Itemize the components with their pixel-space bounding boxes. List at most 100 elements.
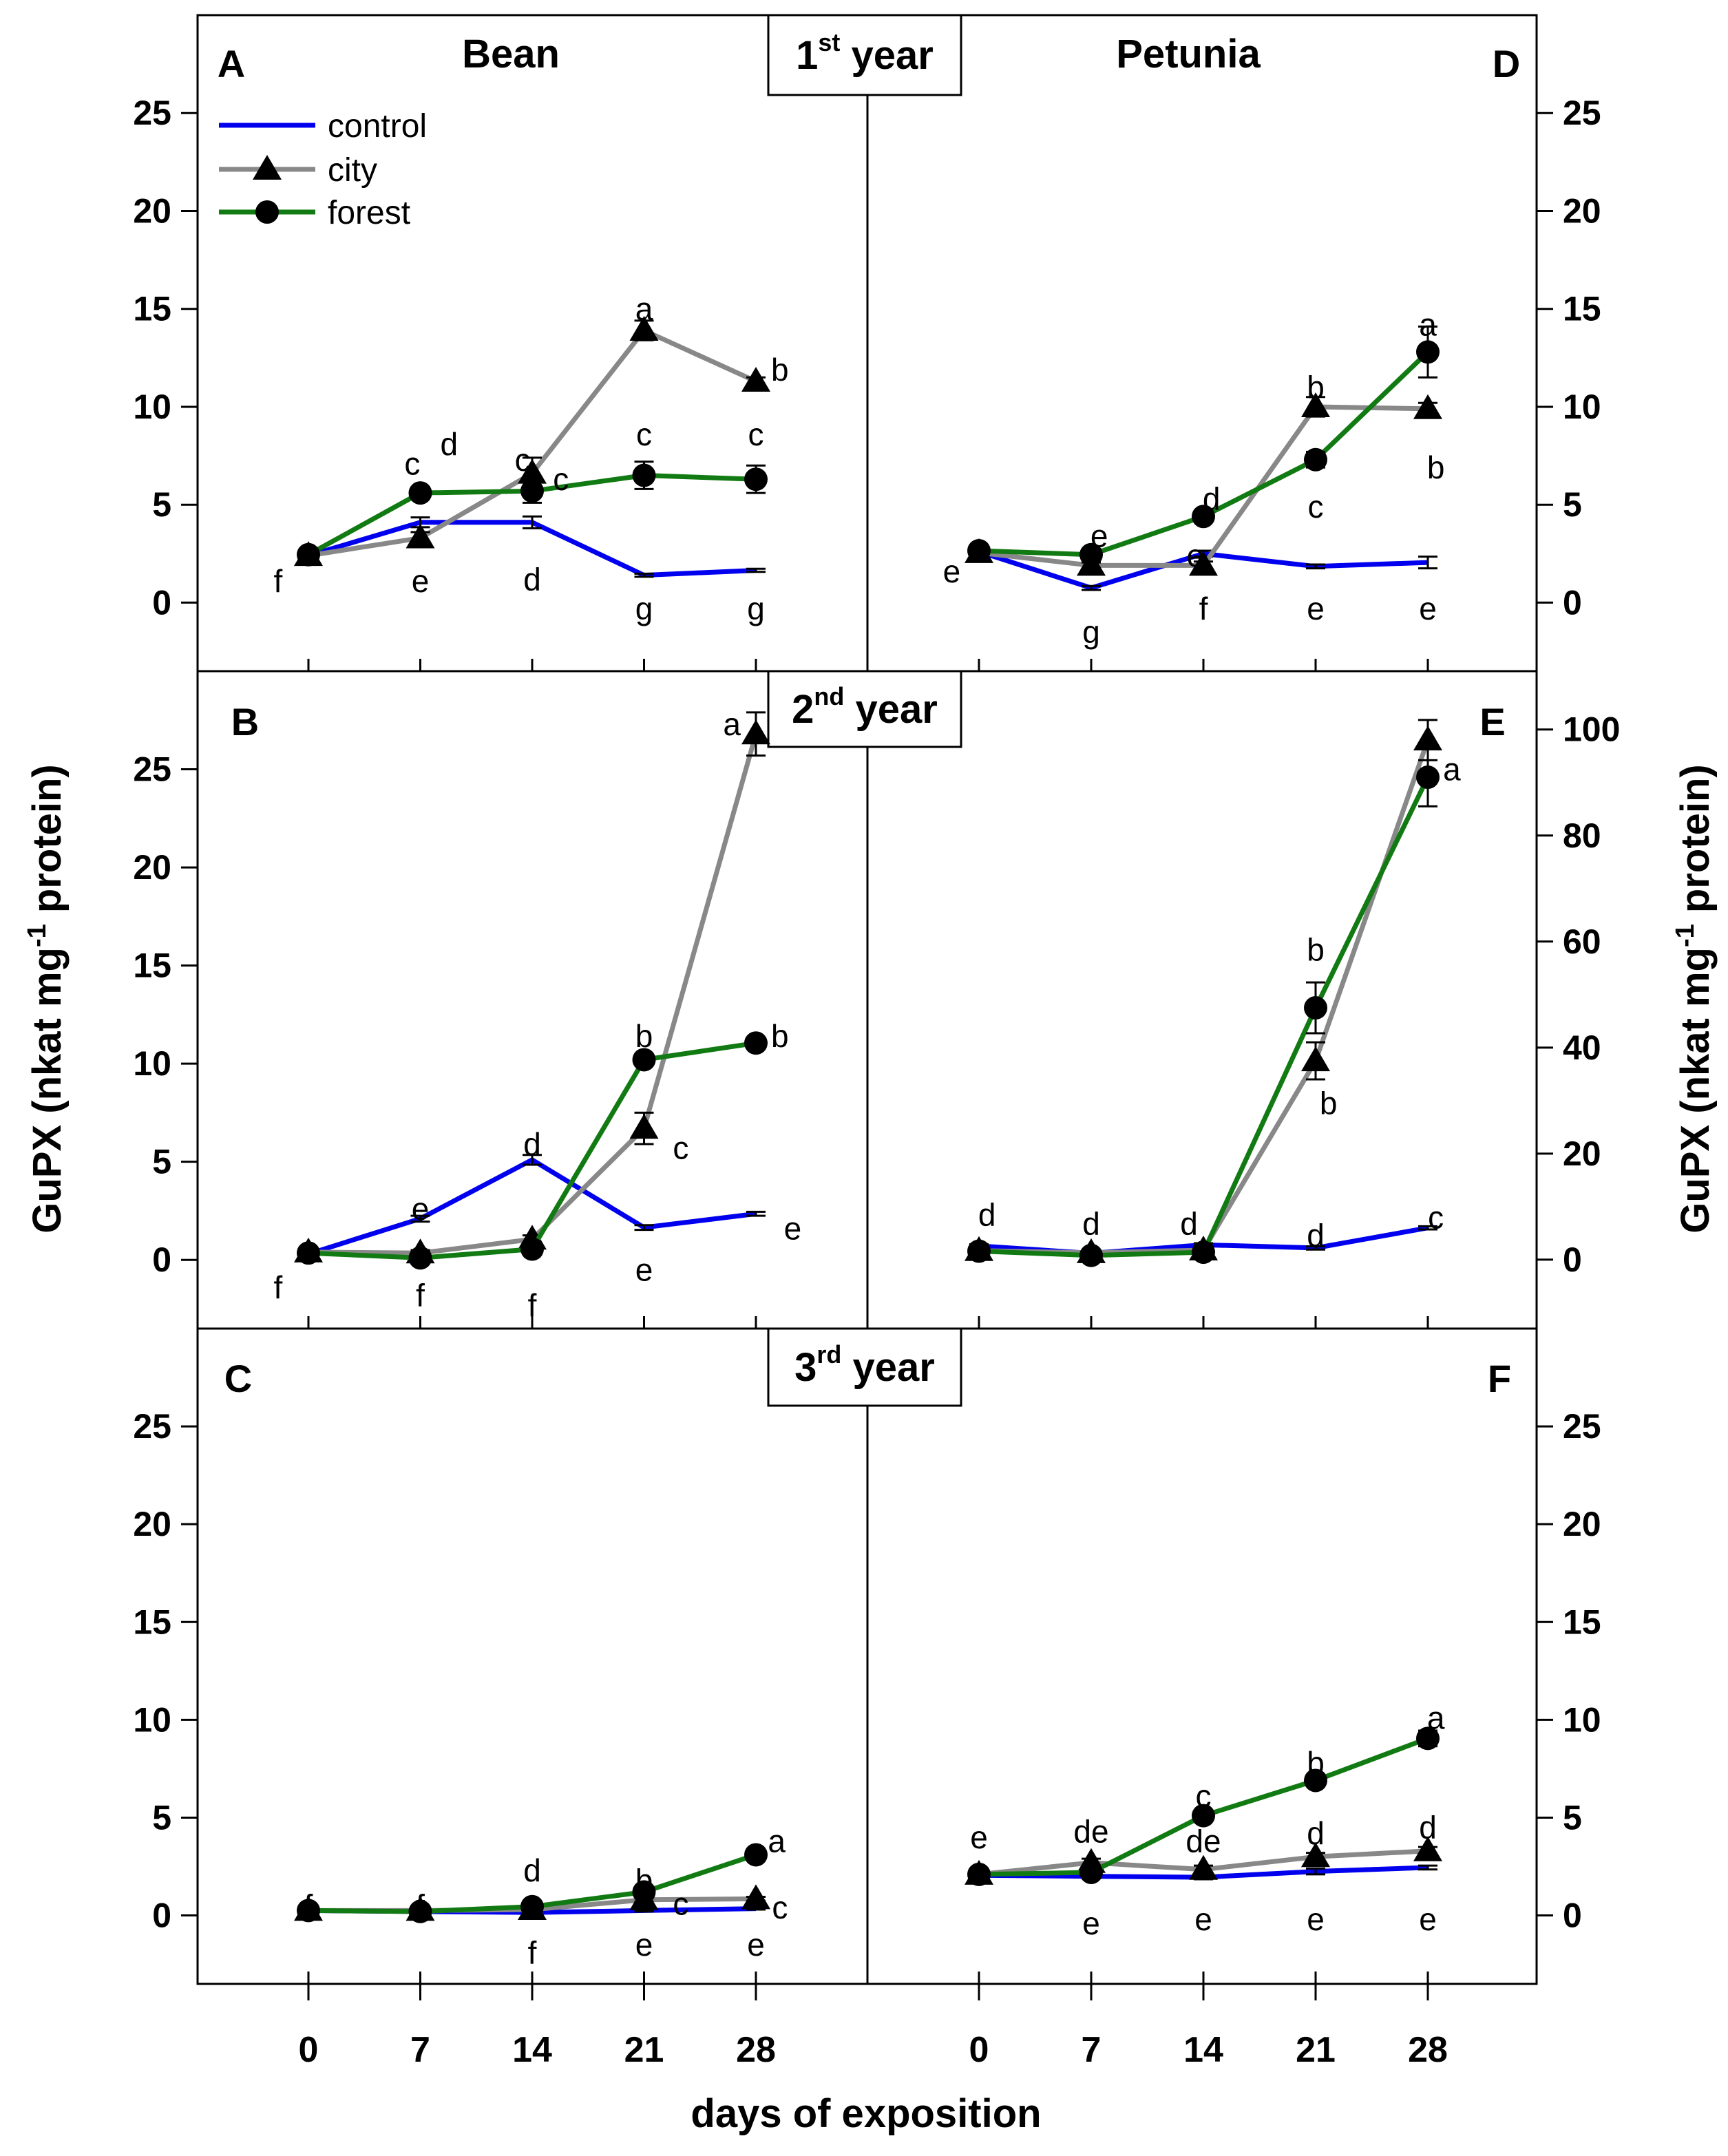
column-title-bean: Bean (462, 32, 560, 76)
y-tick-label: 20 (133, 848, 171, 887)
significance-label: e (1419, 591, 1437, 626)
year-title-box: 1st year (767, 14, 962, 96)
x-tick-label: 14 (1183, 2030, 1223, 2070)
city-marker (1413, 1836, 1442, 1861)
city-marker (629, 316, 659, 341)
significance-label: d (1203, 481, 1221, 517)
city-line (308, 733, 759, 1256)
y-tick-label: 100 (1563, 710, 1620, 749)
significance-label: f (416, 1888, 425, 1923)
significance-label: e (943, 553, 961, 589)
significance-label: e (1307, 1901, 1325, 1937)
y-tick-label: 5 (152, 485, 171, 524)
significance-label: de (1186, 1824, 1221, 1859)
forest-marker (967, 539, 991, 563)
significance-label: e (747, 1927, 765, 1963)
forest-series (967, 1726, 1440, 1886)
year-title: 1st year (796, 28, 934, 78)
panel-letter: A (218, 42, 245, 85)
forest-marker (967, 1239, 991, 1263)
forest-marker (1192, 1240, 1215, 1265)
y-tick-label: 25 (133, 750, 171, 789)
forest-marker (408, 1899, 432, 1923)
significance-label: d (1180, 1206, 1198, 1242)
significance-label: e (1082, 1905, 1100, 1941)
city-marker (253, 155, 282, 180)
year-word: year (840, 33, 933, 78)
y-tick-label: 20 (1563, 191, 1601, 230)
year-word: year (844, 687, 937, 732)
forest-marker (1416, 340, 1440, 364)
y-tick-label: 5 (1563, 485, 1582, 524)
y-tick-label: 15 (133, 1603, 171, 1641)
year-title: 2nd year (792, 682, 938, 732)
significance-label: b (1307, 931, 1325, 967)
y-axis-label-superscript: -1 (1671, 924, 1700, 947)
significance-label: f (274, 1269, 283, 1305)
y-tick-label: 80 (1563, 816, 1601, 855)
forest-line (978, 776, 1431, 1258)
year-word: year (841, 1345, 934, 1390)
forest-marker (1079, 1861, 1103, 1885)
city-series (965, 719, 1442, 1263)
significance-label: a (1443, 751, 1461, 787)
significance-label: b (1307, 370, 1325, 405)
panel-e: 0 20 40 60 80 100 Ed d d d c b b a (965, 700, 1620, 1279)
significance-label: f (1199, 591, 1208, 626)
forest-marker (744, 467, 768, 492)
city-marker (405, 523, 435, 549)
significance-label: c (1308, 489, 1324, 525)
significance-label: b (1307, 1745, 1325, 1781)
y-axis-label-end: protein) (1673, 764, 1718, 924)
x-tick-label: 28 (736, 2030, 776, 2070)
significance-label: d (1307, 1815, 1325, 1851)
significance-label: e (784, 1211, 802, 1247)
significance-label: c (636, 416, 652, 452)
y-tick-label: 5 (1563, 1798, 1582, 1837)
y-tick-label: 10 (1563, 388, 1601, 426)
significance-label: a (768, 1824, 786, 1859)
forest-marker (1416, 1726, 1440, 1751)
significance-label: d (1307, 1217, 1325, 1253)
significance-label: c (1196, 1778, 1212, 1814)
year-number: 3 (794, 1345, 816, 1390)
y-tick-label: 15 (133, 947, 171, 985)
significance-label: f (528, 1935, 537, 1971)
y-tick-label: 15 (133, 290, 171, 328)
x-tick-label: 0 (299, 2030, 319, 2070)
forest-marker (632, 1880, 656, 1904)
forest-marker (632, 463, 656, 487)
city-marker (1189, 551, 1218, 576)
x-tick-label: 28 (1408, 2030, 1448, 2070)
significance-label: e (1419, 1901, 1437, 1937)
significance-label: a (1427, 1700, 1445, 1736)
significance-label: d (523, 561, 541, 597)
forest-marker (255, 200, 279, 224)
significance-label: c (515, 442, 531, 478)
x-tick-label: 7 (1082, 2030, 1102, 2070)
forest-series (967, 747, 1440, 1267)
city-marker (1413, 394, 1442, 419)
y-tick-label: 40 (1563, 1028, 1601, 1067)
city-line (978, 739, 1431, 1256)
forest-marker (1416, 765, 1440, 790)
year-box-frame (767, 1327, 962, 1407)
significance-label: g (635, 591, 653, 626)
year-title: 3rd year (794, 1340, 935, 1390)
forest-marker (408, 1246, 432, 1270)
y-tick-label: 10 (133, 1700, 171, 1739)
city-marker (741, 366, 770, 392)
x-axis-label: days of exposition (691, 2091, 1041, 2136)
year-number: 1 (796, 33, 818, 78)
year-suffix: nd (814, 682, 844, 710)
forest-marker (520, 1894, 544, 1919)
forest-series (967, 325, 1440, 567)
significance-label: b (771, 352, 789, 388)
significance-label: f (416, 1278, 425, 1313)
y-axis-label-end: protein) (25, 764, 70, 924)
